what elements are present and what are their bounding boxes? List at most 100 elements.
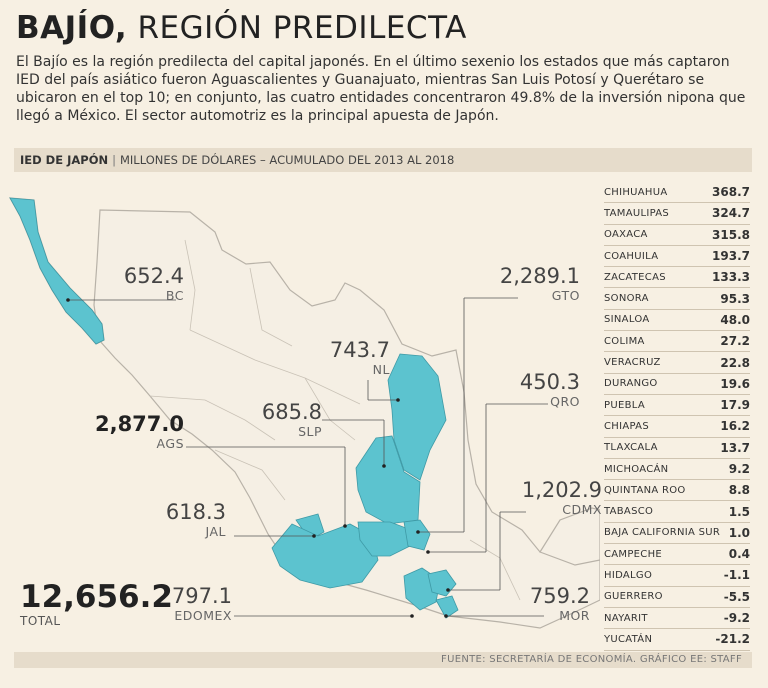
table-state: YUCATÁN [604, 633, 653, 645]
table-value: 0.4 [728, 547, 750, 562]
label-ags: 2,877.0 AGS [90, 412, 184, 452]
source-text: FUENTE: SECRETARÍA DE ECONOMÍA. GRÁFICO … [441, 654, 742, 665]
table-state: COAHUILA [604, 250, 659, 262]
total-block: 12,656.2 TOTAL [20, 580, 173, 628]
table-row: NAYARIT -9.2 [604, 608, 750, 630]
table-value: 48.0 [720, 312, 750, 327]
table-row: TAMAULIPAS 324.7 [604, 203, 750, 225]
table-value: 22.8 [720, 355, 750, 370]
dot-qro [426, 550, 430, 554]
table-state: COLIMA [604, 335, 645, 347]
table-state: DURANGO [604, 378, 658, 390]
label-nl: 743.7 NL [316, 338, 390, 378]
table-value: 1.5 [728, 504, 750, 519]
table-row: DURANGO 19.6 [604, 374, 750, 395]
title-rest: REGIÓN PREDILECTA [137, 10, 467, 46]
name-ags: AGS [156, 436, 184, 451]
page-title: BAJÍO, REGIÓN PREDILECTA [16, 8, 467, 48]
label-bc: 652.4 BC [110, 264, 184, 304]
name-nl: NL [372, 362, 390, 377]
table-row: CHIHUAHUA 368.7 [604, 182, 750, 204]
state-bc [9, 197, 105, 345]
dot-slp [382, 464, 386, 468]
state-gto [357, 521, 411, 557]
value-mor: 759.2 [529, 584, 590, 608]
value-bc: 652.4 [123, 264, 184, 288]
label-gto: 2,289.1 GTO [498, 264, 580, 304]
table-row: SONORA 95.3 [604, 288, 750, 310]
dot-nl [396, 398, 400, 402]
name-qro: QRO [550, 394, 580, 409]
label-cdmx: 1,202.9 CDMX [500, 478, 602, 518]
value-jal: 618.3 [165, 500, 226, 524]
table-state: PUEBLA [604, 399, 645, 411]
table-state: OAXACA [604, 229, 648, 241]
table-state: NAYARIT [604, 612, 648, 624]
label-slp: 685.8 SLP [248, 400, 322, 440]
total-label: TOTAL [20, 614, 61, 628]
table-row: GUERRERO -5.5 [604, 587, 750, 608]
dot-cdmx [446, 588, 450, 592]
table-value: 9.2 [728, 462, 750, 476]
table-row: VERACRUZ 22.8 [604, 352, 750, 374]
name-mor: MOR [559, 608, 590, 623]
table-row: YUCATÁN -21.2 [604, 629, 750, 651]
chart-header-band: IED DE JAPÓN | MILLONES DE DÓLARES – ACUMU… [14, 148, 752, 172]
yucatan-outline [539, 507, 600, 566]
band-label-bold: IED DE JAPÓN [20, 153, 109, 167]
table-state: CAMPECHE [604, 548, 663, 560]
table-value: -1.1 [723, 568, 750, 583]
band-label: MILLONES DE DÓLARES – ACUMULADO DEL 2013… [119, 153, 455, 167]
table-state: TABASCO [604, 506, 654, 518]
table-row: BAJA CALIFORNIA SUR 1.0 [604, 523, 750, 545]
table-value: 133.3 [712, 270, 750, 285]
table-row: PUEBLA 17.9 [604, 395, 750, 417]
leader-dots [66, 298, 450, 618]
table-value: 19.6 [720, 376, 750, 391]
table-row: OAXACA 315.8 [604, 225, 750, 246]
source-footer: FUENTE: SECRETARÍA DE ECONOMÍA. GRÁFICO … [14, 652, 752, 668]
value-gto: 2,289.1 [499, 264, 580, 288]
table-value: -5.5 [723, 589, 750, 604]
table-value: 17.9 [720, 398, 750, 413]
leader-lines [68, 297, 548, 617]
value-edomex: 797.1 [171, 584, 232, 608]
value-cdmx: 1,202.9 [521, 478, 602, 502]
table-value: 324.7 [712, 206, 750, 221]
table-state: GUERRERO [604, 591, 663, 603]
table-row: CAMPECHE 0.4 [604, 544, 750, 566]
table-value: 8.8 [728, 483, 750, 498]
table-row: ZACATECAS 133.3 [604, 267, 750, 289]
table-value: 27.2 [720, 334, 750, 349]
dot-edomex [410, 614, 414, 618]
table-row: SINALOA 48.0 [604, 310, 750, 332]
value-ags: 2,877.0 [94, 412, 184, 436]
state-jal [271, 523, 379, 589]
table-state: BAJA CALIFORNIA SUR [604, 527, 721, 539]
dot-ags [343, 524, 347, 528]
name-slp: SLP [298, 424, 322, 439]
table-state: SINALOA [604, 314, 650, 326]
table-row: COLIMA 27.2 [604, 331, 750, 353]
dot-mor [444, 614, 448, 618]
other-states-table: CHIHUAHUA 368.7 TAMAULIPAS 324.7 OAXACA 315.8… [604, 182, 750, 651]
table-value: -21.2 [715, 632, 750, 647]
name-edomex: EDOMEX [174, 608, 232, 623]
table-state: SONORA [604, 293, 649, 305]
table-value: 95.3 [720, 291, 750, 306]
state-qro [403, 519, 431, 551]
table-value: 16.2 [720, 419, 750, 434]
label-jal: 618.3 JAL [152, 500, 226, 540]
table-row: MICHOACÁN 9.2 [604, 459, 750, 481]
name-cdmx: CDMX [562, 502, 602, 517]
table-state: ZACATECAS [604, 271, 666, 283]
value-qro: 450.3 [519, 370, 580, 394]
dot-jal [312, 534, 316, 538]
table-state: MICHOACÁN [604, 463, 669, 475]
table-state: CHIAPAS [604, 420, 649, 432]
table-row: CHIAPAS 16.2 [604, 416, 750, 438]
table-state: TLAXCALA [604, 442, 658, 454]
dot-bc [66, 298, 70, 302]
label-edomex: 797.1 EDOMEX [150, 584, 232, 624]
table-value: 13.7 [720, 440, 750, 455]
